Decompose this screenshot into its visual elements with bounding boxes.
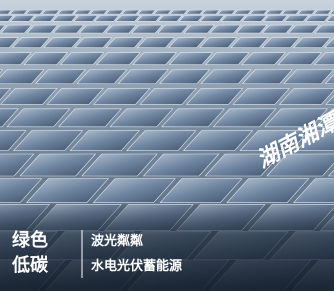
headline-left-1: 绿色: [12, 229, 48, 251]
text-band: [0, 205, 334, 291]
headline-right-1: 波光粼粼: [91, 233, 143, 249]
headline-left-2: 低碳: [11, 254, 49, 276]
headline-right-2: 水电光伏蓄能源: [91, 258, 182, 274]
poster: 绿色 低碳 波光粼粼 水电光伏蓄能源 湖南湘潭: [0, 0, 334, 291]
